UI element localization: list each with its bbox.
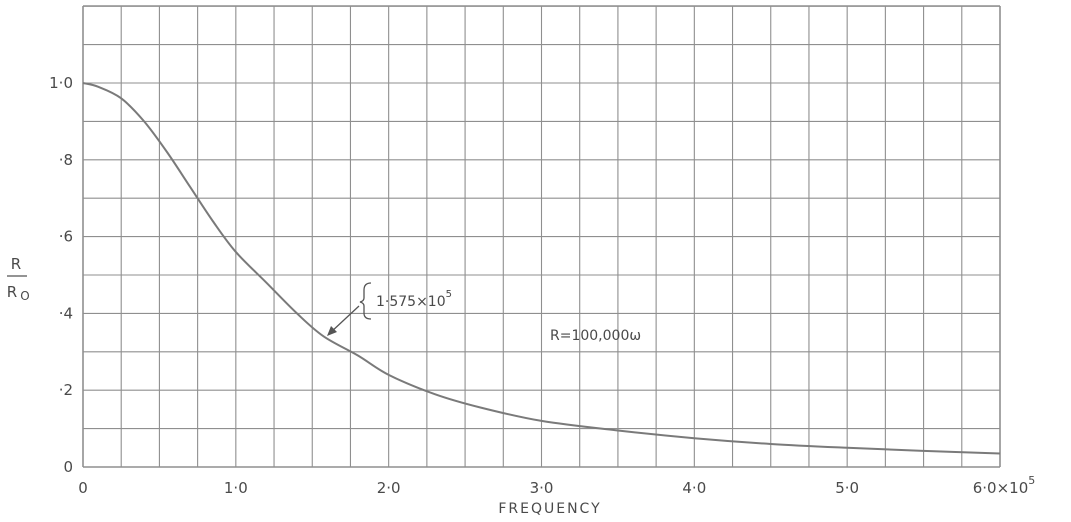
annotation-frequency-value: 1·575×10: [376, 294, 446, 310]
frequency-marker-annotation: 1·575×105: [327, 282, 452, 336]
annotation-arrow-shaft: [329, 305, 360, 334]
y-tick-label: ·2: [59, 381, 73, 399]
x-tick-label: 3·0: [530, 479, 554, 497]
x-tick-label: 2·0: [377, 479, 401, 497]
y-tick-labels: 0 ·2 ·4 ·6 ·8 1·0: [49, 74, 73, 476]
y-tick-label: ·8: [59, 151, 73, 169]
x-tick-label: 1·0: [224, 479, 248, 497]
curve-layer: [82, 82, 1001, 455]
grid: [82, 5, 1001, 468]
annotation-brace: [359, 282, 372, 320]
x-tick-label: 6·0×105: [973, 474, 1036, 497]
y-axis-label-denominator: R: [7, 283, 17, 301]
y-axis-label-numerator: R: [11, 255, 21, 273]
x-tick-labels: 0 1·0 2·0 3·0 4·0 5·0 6·0×105: [78, 474, 1035, 497]
annotation-frequency-exponent: 5: [446, 289, 452, 300]
y-tick-label: 1·0: [49, 74, 73, 92]
resistance-annotation: R=100,000ω: [550, 328, 641, 344]
annotation-frequency-text: 1·575×105: [376, 289, 452, 310]
y-tick-label: ·4: [59, 304, 73, 322]
series-line: [82, 82, 1001, 455]
y-tick-label: 0: [63, 458, 73, 476]
y-tick-label: ·6: [59, 228, 73, 246]
x-tick-label: 5·0: [835, 479, 859, 497]
y-axis-label: R R O: [7, 255, 30, 303]
y-axis-label-denominator-subscript: O: [20, 289, 29, 303]
x-tick-label: 4·0: [682, 479, 706, 497]
annotation-arrow-head: [327, 326, 337, 336]
x-axis-label: FREQUENCY: [498, 501, 601, 517]
x-tick-label: 0: [78, 479, 88, 497]
